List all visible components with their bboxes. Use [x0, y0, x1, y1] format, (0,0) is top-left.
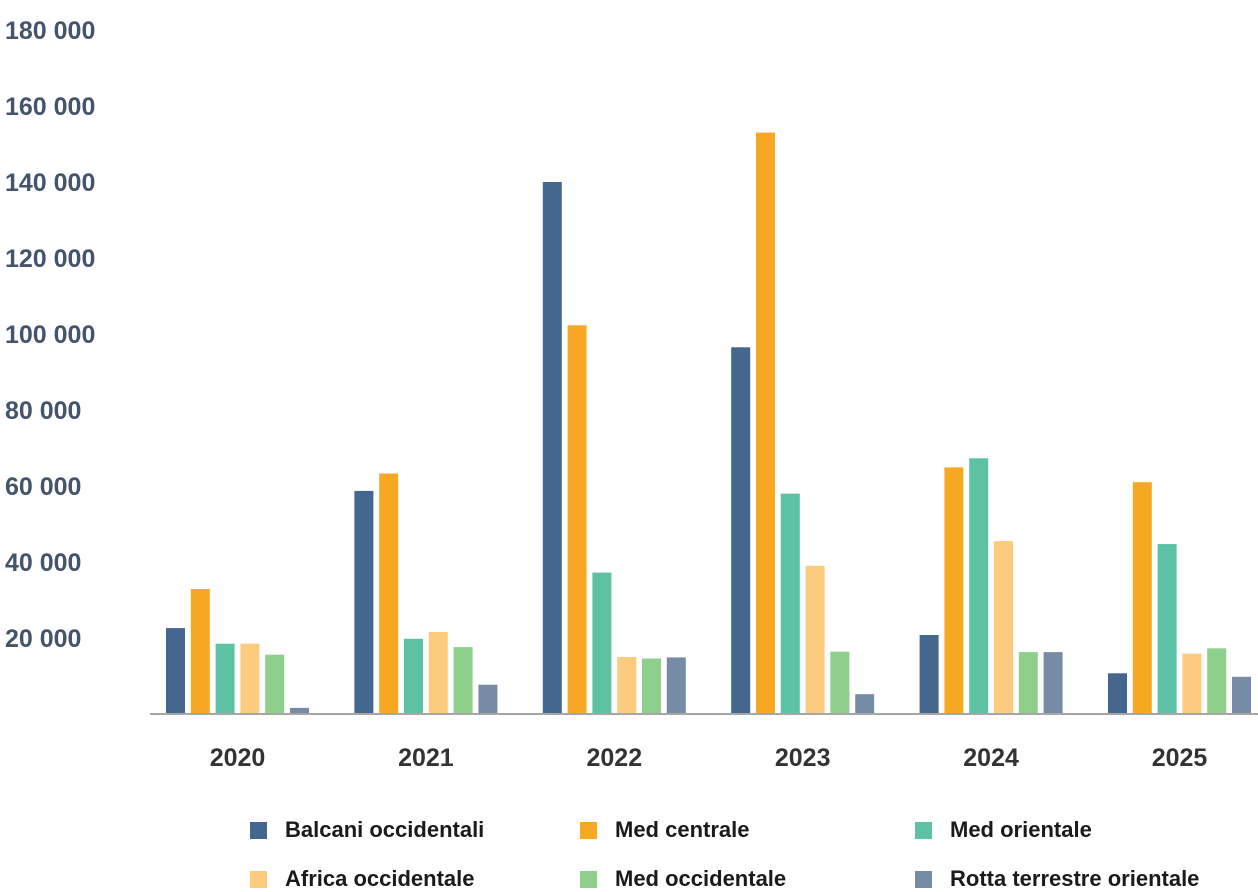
bar — [190, 589, 210, 714]
bar-chart: 20 000 40 000 60 000 80 000 100 000 120 000 14… — [5, 17, 1258, 772]
y-tick-label: 140 000 — [5, 169, 95, 197]
bar — [830, 651, 850, 714]
bar — [215, 643, 235, 714]
legend-swatch — [250, 870, 267, 888]
bars — [166, 132, 1251, 715]
y-tick-label: 180 000 — [5, 17, 95, 45]
legend-item: Med orientale — [915, 817, 1092, 843]
bar — [1108, 673, 1127, 714]
legend-swatch — [580, 821, 597, 839]
legend-label: Med centrale — [615, 817, 750, 842]
bar — [805, 565, 825, 714]
legend-swatch — [915, 870, 932, 888]
legend-swatch — [915, 821, 932, 839]
bar — [1207, 648, 1227, 714]
x-tick-label: 2021 — [398, 744, 454, 772]
y-tick-label: 100 000 — [5, 321, 95, 349]
legend-item: Med occidentale — [580, 866, 786, 892]
bar — [290, 707, 309, 714]
bar — [265, 654, 285, 714]
legend-label: Rotta terrestre orientale — [950, 866, 1200, 891]
bar — [617, 657, 637, 714]
x-tick-label: 2025 — [1152, 744, 1208, 772]
bar — [969, 458, 989, 714]
bar — [780, 493, 800, 714]
bar — [1043, 652, 1063, 714]
bar — [731, 347, 751, 714]
legend-label: Med occidentale — [615, 866, 787, 891]
y-tick-label: 40 000 — [5, 549, 81, 577]
bar — [1018, 652, 1038, 714]
bar — [166, 628, 185, 714]
y-axis-tick-labels: 20 000 40 000 60 000 80 000 100 000 120 000 14… — [5, 17, 95, 653]
legend-label: Africa occidentale — [285, 866, 475, 891]
x-axis-tick-labels: 2020 2021 2022 2023 2024 2025 — [210, 744, 1208, 772]
legend-swatch — [580, 870, 597, 888]
x-tick-label: 2024 — [963, 744, 1019, 772]
legend-item: Africa occidentale — [250, 866, 475, 892]
legend-label: Med orientale — [950, 817, 1092, 842]
x-tick-label: 2020 — [210, 744, 266, 772]
y-tick-label: 60 000 — [5, 473, 81, 501]
y-tick-label: 20 000 — [5, 625, 81, 653]
y-tick-label: 80 000 — [5, 397, 81, 425]
bar — [919, 635, 939, 714]
bar — [1232, 676, 1251, 714]
legend-item: Rotta terrestre orientale — [915, 866, 1199, 892]
bar — [567, 325, 587, 714]
x-tick-label: 2022 — [586, 744, 642, 772]
bar — [666, 657, 686, 714]
bar — [404, 638, 423, 714]
y-tick-label: 120 000 — [5, 245, 95, 273]
bar — [855, 694, 875, 714]
legend-item: Med centrale — [580, 817, 750, 843]
bar — [756, 132, 775, 715]
bar — [1182, 653, 1202, 714]
legend-label: Balcani occidentali — [285, 817, 485, 842]
y-tick-label: 160 000 — [5, 93, 95, 121]
bar — [428, 631, 448, 714]
bar — [642, 658, 661, 714]
bar — [379, 473, 399, 714]
bar — [354, 490, 374, 714]
bar — [453, 647, 473, 714]
bar — [1157, 544, 1177, 714]
bar — [994, 541, 1013, 714]
bar — [592, 572, 612, 714]
bar — [542, 182, 562, 714]
bar — [944, 467, 964, 714]
legend: Balcani occidentali Med centrale Med orien… — [250, 812, 1258, 892]
legend-swatch — [250, 821, 267, 839]
x-tick-label: 2023 — [775, 744, 831, 772]
bar — [478, 684, 498, 714]
legend-item: Balcani occidentali — [250, 817, 484, 843]
bar — [1132, 482, 1152, 714]
bar — [240, 643, 260, 714]
